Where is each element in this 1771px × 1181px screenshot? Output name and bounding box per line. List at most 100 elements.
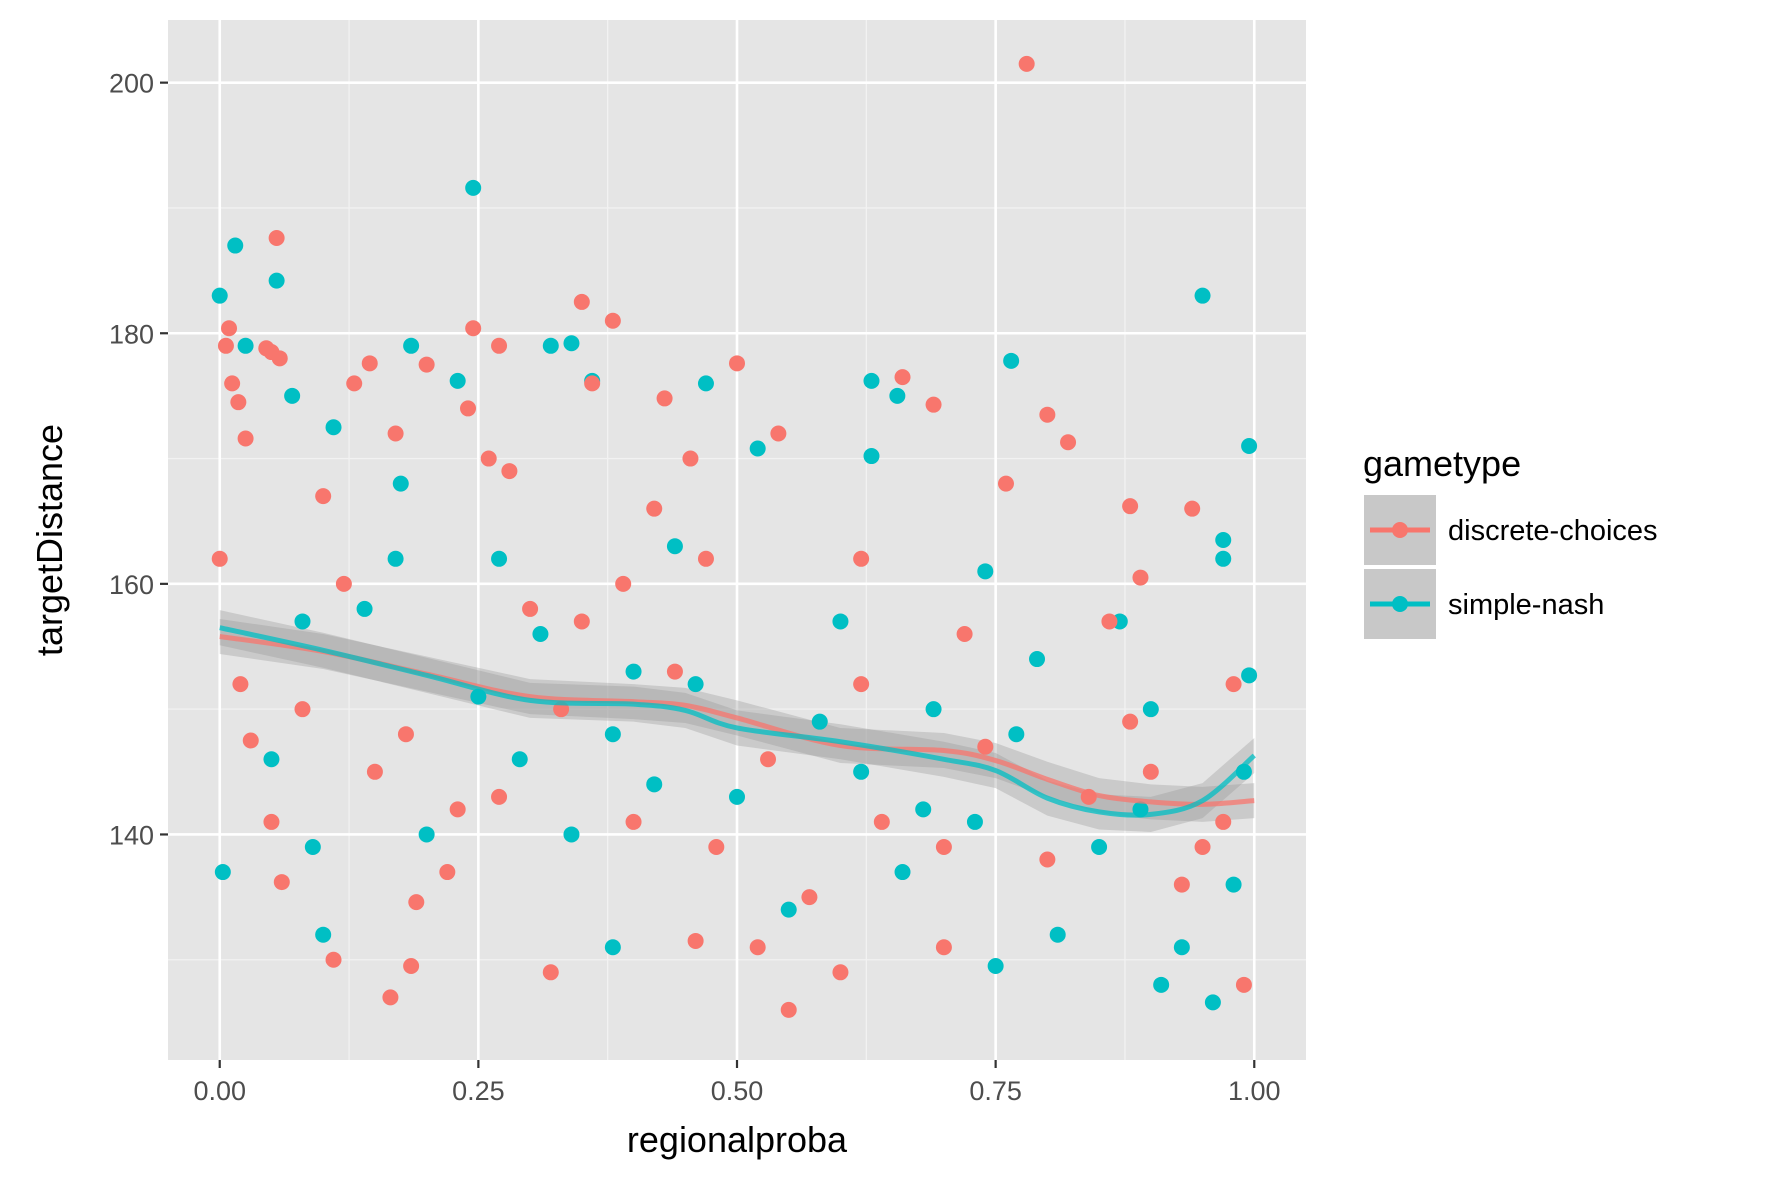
data-point-simple-nash: [977, 563, 994, 580]
data-point-simple-nash: [315, 926, 332, 943]
data-point-simple-nash: [863, 372, 880, 389]
data-point-discrete-choices: [935, 939, 952, 956]
data-point-discrete-choices: [853, 550, 870, 567]
data-point-discrete-choices: [480, 450, 497, 467]
data-point-discrete-choices: [687, 932, 704, 949]
x-tick-label: 0.00: [193, 1076, 246, 1106]
data-point-discrete-choices: [625, 813, 642, 830]
data-point-simple-nash: [532, 625, 549, 642]
data-point-discrete-choices: [801, 889, 818, 906]
data-point-discrete-choices: [361, 355, 378, 372]
data-point-discrete-choices: [1101, 613, 1118, 630]
data-point-simple-nash: [1003, 352, 1020, 369]
data-point-simple-nash: [811, 713, 828, 730]
data-point-discrete-choices: [1173, 876, 1190, 893]
confidence-band-simple-nash: [219, 610, 1255, 832]
data-point-discrete-choices: [211, 550, 228, 567]
data-point-discrete-choices: [491, 788, 508, 805]
data-point-discrete-choices: [224, 375, 241, 392]
data-point-simple-nash: [966, 813, 983, 830]
data-point-simple-nash: [666, 538, 683, 555]
data-point-discrete-choices: [397, 726, 414, 743]
data-point-discrete-choices: [853, 676, 870, 693]
data-point-discrete-choices: [573, 293, 590, 310]
x-axis: 0.00 0.25 0.50 0.75 1.00: [193, 1060, 1281, 1106]
data-point-simple-nash: [894, 864, 911, 881]
data-point-simple-nash: [1241, 438, 1258, 455]
data-point-discrete-choices: [646, 500, 663, 517]
data-point-discrete-choices: [232, 676, 249, 693]
data-point-simple-nash: [491, 550, 508, 567]
data-point-discrete-choices: [997, 475, 1014, 492]
data-point-discrete-choices: [770, 425, 787, 442]
data-point-discrete-choices: [1225, 676, 1242, 693]
legend-item-simple-nash: simple-nash: [1364, 569, 1604, 639]
x-axis-title: regionalproba: [627, 1119, 848, 1160]
data-point-simple-nash: [1142, 701, 1159, 718]
data-point-simple-nash: [465, 179, 482, 196]
data-point-discrete-choices: [418, 356, 435, 373]
data-point-simple-nash: [563, 826, 580, 843]
legend-label: discrete-choices: [1448, 515, 1658, 547]
data-point-simple-nash: [1173, 939, 1190, 956]
data-point-discrete-choices: [708, 838, 725, 855]
x-tick-label: 0.25: [452, 1076, 505, 1106]
grid-major: [168, 20, 1306, 1060]
data-point-discrete-choices: [760, 751, 777, 768]
data-point-simple-nash: [863, 448, 880, 465]
data-point-simple-nash: [542, 337, 559, 354]
y-tick-label: 140: [109, 820, 154, 850]
data-point-discrete-choices: [271, 350, 288, 367]
data-point-discrete-choices: [346, 375, 363, 392]
data-point-discrete-choices: [697, 550, 714, 567]
smooth-line-simple-nash: [219, 625, 1256, 818]
data-point-discrete-choices: [1235, 976, 1252, 993]
data-point-discrete-choices: [832, 964, 849, 981]
data-point-discrete-choices: [1039, 406, 1056, 423]
data-point-simple-nash: [237, 337, 254, 354]
data-point-simple-nash: [1091, 838, 1108, 855]
data-point-simple-nash: [646, 776, 663, 793]
data-point-discrete-choices: [522, 600, 539, 617]
data-point-discrete-choices: [366, 763, 383, 780]
data-point-discrete-choices: [873, 813, 890, 830]
data-point-simple-nash: [1153, 976, 1170, 993]
data-point-discrete-choices: [408, 894, 425, 911]
data-point-simple-nash: [211, 287, 228, 304]
data-point-discrete-choices: [263, 813, 280, 830]
data-point-discrete-choices: [242, 732, 259, 749]
data-point-simple-nash: [1215, 550, 1232, 567]
data-point-discrete-choices: [217, 337, 234, 354]
data-point-discrete-choices: [977, 738, 994, 755]
data-point-simple-nash: [1049, 926, 1066, 943]
data-point-simple-nash: [780, 901, 797, 918]
x-tick-label: 0.75: [969, 1076, 1022, 1106]
y-tick-label: 200: [109, 69, 154, 99]
data-point-discrete-choices: [387, 425, 404, 442]
data-point-simple-nash: [832, 613, 849, 630]
data-point-discrete-choices: [584, 375, 601, 392]
data-point-discrete-choices: [925, 396, 942, 413]
data-point-simple-nash: [214, 864, 231, 881]
data-point-discrete-choices: [230, 394, 247, 411]
data-point-discrete-choices: [1194, 838, 1211, 855]
data-point-discrete-choices: [780, 1001, 797, 1018]
data-point-discrete-choices: [273, 874, 290, 891]
data-point-discrete-choices: [294, 701, 311, 718]
data-point-discrete-choices: [315, 488, 332, 505]
data-point-simple-nash: [1194, 287, 1211, 304]
data-point-discrete-choices: [465, 320, 482, 337]
data-point-simple-nash: [1029, 651, 1046, 668]
data-point-discrete-choices: [935, 838, 952, 855]
data-points: [211, 55, 1258, 1018]
data-point-simple-nash: [1204, 994, 1221, 1011]
data-point-discrete-choices: [749, 939, 766, 956]
data-point-simple-nash: [697, 375, 714, 392]
legend-key-point: [1392, 596, 1408, 612]
data-point-discrete-choices: [439, 864, 456, 881]
data-point-discrete-choices: [268, 230, 285, 247]
data-point-discrete-choices: [1184, 500, 1201, 517]
data-point-simple-nash: [729, 788, 745, 805]
data-point-simple-nash: [1008, 726, 1025, 743]
data-point-discrete-choices: [335, 575, 352, 592]
